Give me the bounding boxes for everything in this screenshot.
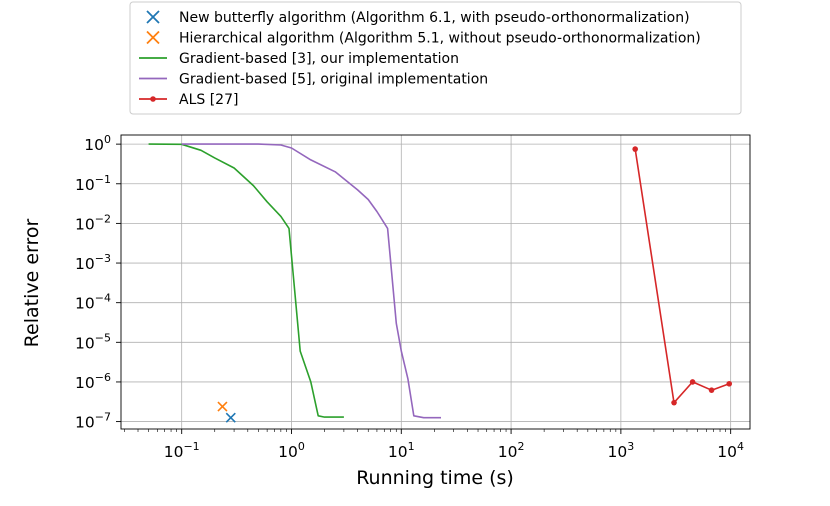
legend-item: ALS [27] [139, 92, 238, 108]
series-line [181, 143, 441, 419]
legend-label: New butterfly algorithm (Algorithm 6.1, … [179, 10, 690, 26]
legend-dot-swatch [150, 96, 156, 102]
y-axis-label: Relative error [21, 218, 43, 347]
series-line [148, 143, 344, 418]
data-point-marker [217, 401, 228, 412]
y-tick-label: 10−2 [75, 212, 111, 233]
x-tick-label: 103 [608, 440, 635, 461]
legend-x-swatch [146, 10, 160, 24]
data-point-marker [225, 412, 236, 423]
data-point [632, 146, 638, 152]
legend-label: Hierarchical algorithm (Algorithm 5.1, w… [179, 31, 701, 47]
series-line [634, 148, 730, 404]
y-tick-label: 10−4 [75, 292, 111, 313]
y-tick-label: 10−3 [75, 252, 111, 273]
axis-ticks: 10−1 100 101 102 103 104 100 10−1 10−2 10−3 10−4 10… [75, 133, 744, 461]
data-point [671, 399, 677, 406]
series-0 [225, 412, 236, 423]
legend-label: ALS [27] [179, 92, 238, 108]
x-tick-label: 101 [388, 440, 415, 461]
data-point [708, 387, 715, 393]
y-tick-label: 10−5 [75, 331, 111, 352]
plot-series [148, 143, 733, 423]
grid-lines [121, 135, 750, 429]
y-tick-label: 10−1 [75, 173, 111, 194]
series-3 [181, 143, 441, 419]
legend-x-swatch [146, 30, 160, 45]
legend-item: Gradient-based [5], original implementat… [139, 72, 488, 88]
series-2 [148, 143, 344, 418]
marker-stroke [225, 412, 236, 423]
x-axis-label: Running time (s) [356, 467, 514, 489]
legend-item: Gradient-based [3], our implementation [139, 51, 459, 67]
legend: New butterfly algorithm (Algorithm 6.1, … [129, 1, 742, 115]
legend-box [129, 1, 742, 115]
legend-item: New butterfly algorithm (Algorithm 6.1, … [146, 10, 690, 26]
legend-label: Gradient-based [5], original implementat… [179, 72, 488, 88]
axes-frame [120, 134, 751, 430]
y-tick-label: 10−6 [75, 371, 111, 392]
marker-stroke [217, 401, 228, 412]
legend-item: Hierarchical algorithm (Algorithm 5.1, w… [146, 30, 701, 47]
y-tick-label: 10−7 [75, 411, 111, 432]
x-tick-label: 10−1 [164, 440, 200, 461]
data-point [726, 380, 733, 387]
y-tick-label: 100 [84, 133, 111, 154]
x-tick-label: 104 [717, 440, 744, 461]
x-tick-label: 102 [498, 440, 525, 461]
series-4 [632, 146, 733, 406]
x-tick-label: 100 [278, 440, 305, 461]
legend-label: Gradient-based [3], our implementation [179, 51, 459, 67]
data-point [689, 379, 696, 385]
series-1 [217, 401, 228, 412]
